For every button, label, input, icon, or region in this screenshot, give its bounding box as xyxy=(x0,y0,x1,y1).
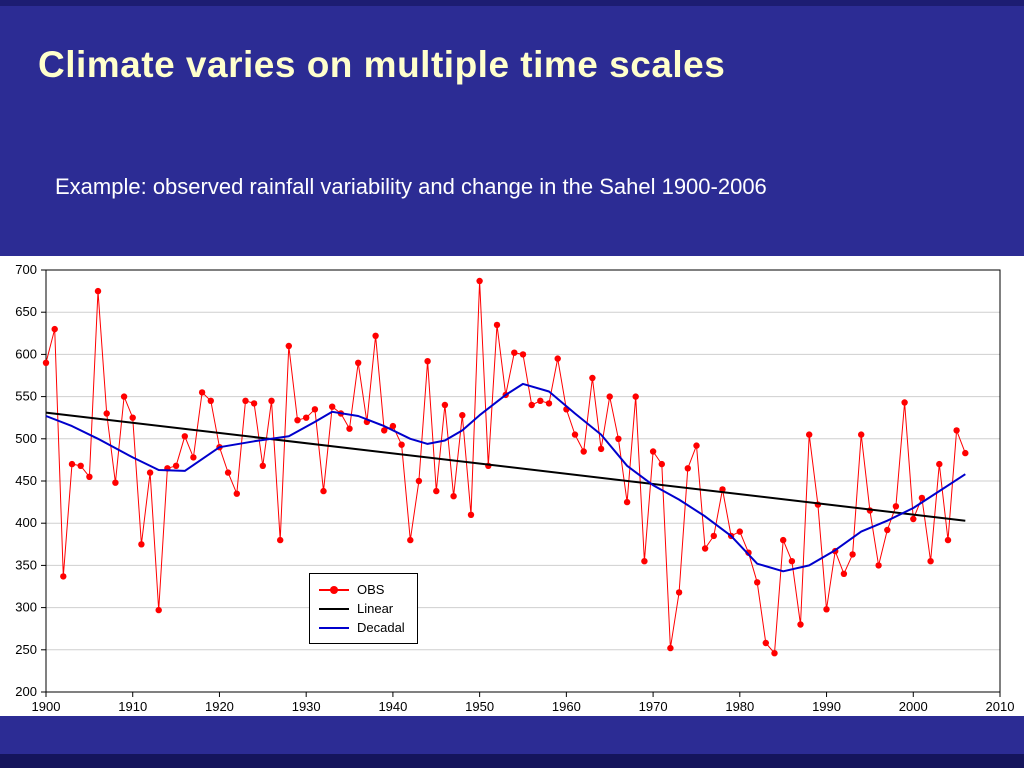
svg-text:1990: 1990 xyxy=(812,699,841,714)
svg-text:1980: 1980 xyxy=(725,699,754,714)
svg-text:1930: 1930 xyxy=(292,699,321,714)
svg-text:350: 350 xyxy=(15,557,37,572)
svg-text:450: 450 xyxy=(15,473,37,488)
legend-item-linear: Linear xyxy=(319,599,405,618)
svg-text:2010: 2010 xyxy=(986,699,1015,714)
legend-item-obs: OBS xyxy=(319,580,405,599)
svg-text:2000: 2000 xyxy=(899,699,928,714)
obs-marker-dot xyxy=(330,585,338,594)
obs-line-swatch xyxy=(319,585,349,594)
linear-line-swatch xyxy=(319,607,349,610)
svg-text:1960: 1960 xyxy=(552,699,581,714)
svg-text:700: 700 xyxy=(15,262,37,277)
slide-subtitle: Example: observed rainfall variability a… xyxy=(55,174,767,199)
svg-text:650: 650 xyxy=(15,304,37,319)
svg-text:1900: 1900 xyxy=(32,699,61,714)
svg-text:400: 400 xyxy=(15,515,37,530)
slide-top-border xyxy=(0,0,1024,6)
rainfall-chart-panel: 200 250 300 350 400 450 500 550 600 650 700 1900 191… xyxy=(0,256,1024,716)
svg-text:1910: 1910 xyxy=(118,699,147,714)
svg-text:500: 500 xyxy=(15,431,37,446)
rainfall-chart: 200 250 300 350 400 450 500 550 600 650 700 1900 191… xyxy=(15,262,1015,714)
svg-text:300: 300 xyxy=(15,600,37,615)
svg-text:1920: 1920 xyxy=(205,699,234,714)
legend-label-linear: Linear xyxy=(357,601,394,616)
slide-title: Climate varies on multiple time scales xyxy=(38,44,726,85)
svg-text:600: 600 xyxy=(15,346,37,361)
chart-legend: OBS Linear Decadal xyxy=(309,573,418,644)
legend-label-decadal: Decadal xyxy=(357,620,405,635)
svg-text:1970: 1970 xyxy=(639,699,668,714)
svg-text:550: 550 xyxy=(15,389,37,404)
decadal-line-swatch xyxy=(319,626,349,629)
svg-text:1950: 1950 xyxy=(465,699,494,714)
svg-text:1940: 1940 xyxy=(378,699,407,714)
svg-text:250: 250 xyxy=(15,642,37,657)
svg-text:200: 200 xyxy=(15,684,37,699)
legend-item-decadal: Decadal xyxy=(319,618,405,637)
slide-bottom-border xyxy=(0,754,1024,768)
legend-label-obs: OBS xyxy=(357,582,385,597)
